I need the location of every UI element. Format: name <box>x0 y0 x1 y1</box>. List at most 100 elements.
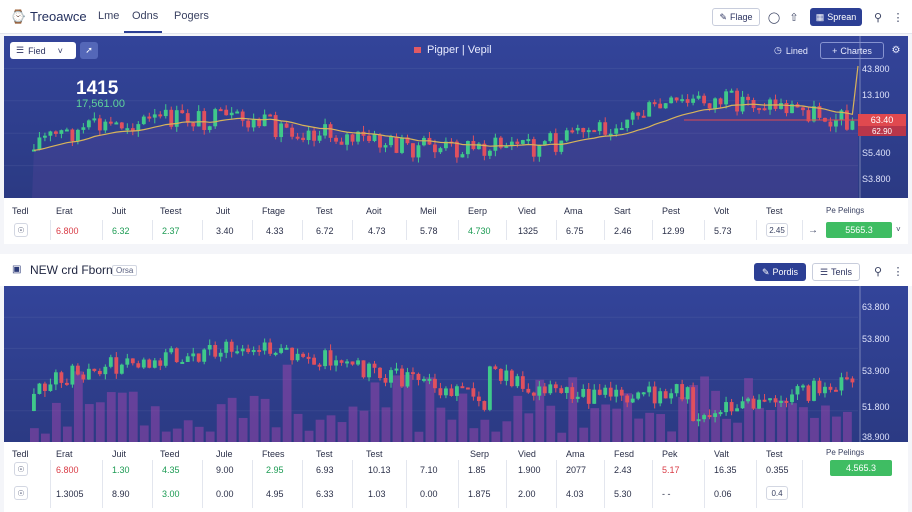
chevron-down-icon[interactable]: ˅ <box>896 225 901 234</box>
draw-tool-button[interactable]: ➚ <box>80 42 98 59</box>
chart-title-text: Pigper | Vepil <box>427 44 492 56</box>
candle-body <box>625 395 630 403</box>
column-divider <box>202 460 203 508</box>
row-badge[interactable]: 2.45 <box>766 223 788 237</box>
nav-tab-1[interactable]: Lme <box>98 10 120 22</box>
search-icon[interactable]: ⚲ <box>873 11 883 24</box>
candle-body <box>768 398 772 401</box>
nav-tab-3[interactable]: Pogers <box>174 10 209 22</box>
volume-bar <box>590 408 600 442</box>
candle-body <box>465 140 470 155</box>
sprean-button[interactable]: ▦ Sprean <box>810 8 862 26</box>
candle-body <box>350 134 355 142</box>
candlestick-chart-1[interactable] <box>4 36 908 198</box>
title-marker-icon <box>414 47 421 53</box>
candle-body <box>251 349 256 353</box>
row-lock-icon[interactable]: ☉ <box>14 486 28 500</box>
column-divider <box>652 220 653 240</box>
y-axis-label: 13.100 <box>862 90 890 100</box>
volume-bar <box>62 426 72 442</box>
candle-body <box>262 114 267 127</box>
candle-body <box>75 365 80 375</box>
row-lock-icon[interactable]: ☉ <box>14 223 28 237</box>
candle-body <box>367 135 371 142</box>
table-cell: 4.35 <box>162 465 180 475</box>
candlestick-chart-2[interactable] <box>4 286 908 442</box>
volume-bar <box>73 371 83 442</box>
pordis-button[interactable]: ✎ Pordis <box>754 263 806 281</box>
candle-body <box>603 387 608 395</box>
circle-icon[interactable]: ◯ <box>767 11 781 24</box>
candle-body <box>564 130 569 141</box>
volume-bar <box>634 418 644 442</box>
column-divider <box>50 220 51 240</box>
candle-body <box>312 357 317 365</box>
candle-body <box>564 387 569 393</box>
candle-body <box>345 361 349 364</box>
candle-body <box>191 122 196 127</box>
column-header: Vied <box>518 206 536 216</box>
tenls-button[interactable]: ☰ Tenls <box>812 263 860 281</box>
candle-body <box>531 139 536 157</box>
column-header: Erat <box>56 449 73 459</box>
volume-bar <box>744 378 753 442</box>
more-icon[interactable]: ⋮ <box>892 11 904 24</box>
candle-body <box>158 114 163 117</box>
share-icon[interactable]: ⇧ <box>789 11 799 24</box>
volume-bar <box>194 426 204 442</box>
candle-body <box>213 109 218 127</box>
candle-body <box>290 127 295 137</box>
table-cell: 5.30 <box>614 489 632 499</box>
volume-bar <box>392 375 402 442</box>
lined-button[interactable]: ◷ Lined <box>774 42 808 59</box>
volume-bar <box>238 417 248 442</box>
more-icon[interactable]: ⋮ <box>892 265 904 278</box>
candle-body <box>185 356 190 362</box>
column-header: Vied <box>518 449 536 459</box>
column-divider <box>652 460 653 508</box>
candle-body <box>493 137 498 151</box>
gear-icon[interactable]: ⚙ <box>891 45 901 56</box>
volume-bar <box>447 419 457 442</box>
table-cell: 2.37 <box>162 226 180 236</box>
timeframe-select-label: Fied <box>28 45 46 56</box>
candle-body <box>537 144 542 157</box>
column-divider <box>352 220 353 240</box>
column-header: Fesd <box>614 449 635 459</box>
candle-body <box>323 124 327 136</box>
row-badge[interactable]: 0.4 <box>766 486 788 500</box>
table-cell: 6.800 <box>56 226 79 236</box>
compare-button[interactable]: + Chartes <box>820 42 884 59</box>
search-icon[interactable]: ⚲ <box>873 265 883 278</box>
candle-body <box>647 102 652 117</box>
candle-body <box>762 108 767 111</box>
row-lock-icon[interactable]: ☉ <box>14 462 28 476</box>
flage-button[interactable]: ✎ Flage <box>712 8 760 26</box>
candle-body <box>97 118 102 131</box>
candle-body <box>378 367 382 379</box>
candle-body <box>614 389 619 397</box>
y-axis-label: 51.800 <box>862 402 890 412</box>
candle-body <box>70 365 75 385</box>
candle-body <box>834 119 838 127</box>
rating-chip[interactable]: 5565.3 <box>826 222 892 238</box>
column-divider <box>352 460 353 508</box>
candle-body <box>180 110 185 114</box>
volume-bar <box>282 364 292 442</box>
compare-button-label: Chartes <box>840 45 872 56</box>
candle-body <box>141 359 146 368</box>
rating-chip[interactable]: 4.565.3 <box>830 460 892 476</box>
column-divider <box>102 460 103 508</box>
app-brand: Treoawce <box>30 9 87 24</box>
timeframe-select[interactable]: ☰ Fied ˅ <box>10 42 76 59</box>
arrow-right-icon[interactable]: → <box>808 225 818 236</box>
pencil-icon: ✎ <box>719 11 728 22</box>
nav-tab-2[interactable]: Odns <box>132 10 159 22</box>
column-header: Test <box>766 206 783 216</box>
candle-body <box>389 370 393 383</box>
y-axis-label: S3.800 <box>862 174 891 184</box>
candle-body <box>603 122 608 135</box>
candle-body <box>817 380 822 394</box>
secondary-chart-panel: 63.800 53.800 53.900 51.800 38.900 <box>4 286 908 442</box>
candle-body <box>537 386 542 396</box>
